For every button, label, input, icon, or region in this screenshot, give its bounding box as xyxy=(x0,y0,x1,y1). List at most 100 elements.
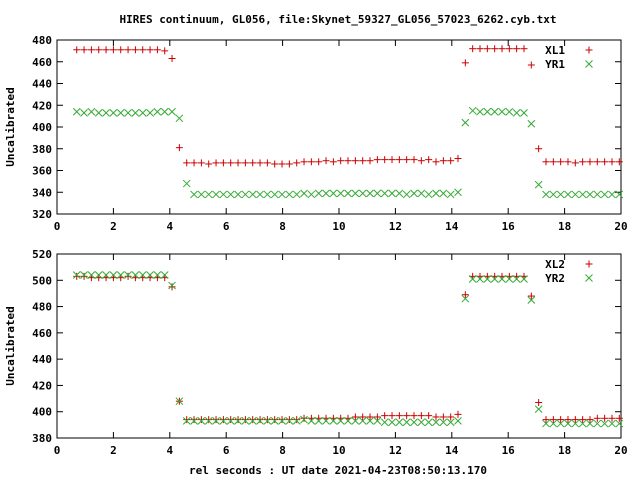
data-point xyxy=(468,106,477,115)
x-tick-label: 20 xyxy=(614,220,627,233)
data-point xyxy=(505,107,514,116)
data-point xyxy=(285,417,294,425)
marker-stroke xyxy=(439,418,448,427)
data-point xyxy=(461,118,470,127)
data-point xyxy=(161,47,169,55)
marker-stroke xyxy=(182,179,191,188)
marker-stroke xyxy=(388,189,396,198)
marker-stroke xyxy=(168,281,176,290)
data-point xyxy=(307,190,316,199)
data-point xyxy=(168,283,176,291)
y-tick-label: 480 xyxy=(32,301,52,314)
series-xl1 xyxy=(73,45,623,168)
series-yr2 xyxy=(72,271,624,428)
marker-stroke xyxy=(285,417,294,425)
data-point xyxy=(512,275,521,283)
data-point xyxy=(549,158,557,166)
data-point xyxy=(94,109,103,117)
data-point xyxy=(424,418,433,427)
data-point xyxy=(490,107,499,116)
data-point xyxy=(73,46,81,54)
marker-stroke xyxy=(292,190,301,199)
data-point xyxy=(168,54,176,62)
data-point xyxy=(248,190,257,199)
marker-stroke xyxy=(461,294,470,303)
x-tick-label: 4 xyxy=(166,444,173,457)
marker-stroke xyxy=(102,271,110,279)
data-point xyxy=(263,159,271,167)
marker-stroke xyxy=(344,189,352,198)
data-point xyxy=(278,417,286,425)
data-point xyxy=(417,157,425,165)
marker-stroke xyxy=(542,190,550,199)
data-point xyxy=(432,418,440,427)
y-axis-label: Uncalibrated xyxy=(4,306,17,385)
marker-stroke xyxy=(131,271,140,279)
marker-stroke xyxy=(476,107,484,116)
chart-title: HIRES continuum, GL056, file:Skynet_5932… xyxy=(119,13,556,26)
data-point xyxy=(513,45,521,53)
data-point xyxy=(160,271,169,279)
legend-marker xyxy=(585,274,593,282)
marker-stroke xyxy=(190,417,198,425)
data-point xyxy=(285,190,294,199)
marker-stroke xyxy=(307,417,316,425)
data-point xyxy=(571,416,579,424)
data-point xyxy=(454,410,462,418)
marker-stroke xyxy=(542,419,550,428)
marker-stroke xyxy=(300,415,308,424)
marker-stroke xyxy=(322,189,330,198)
data-point xyxy=(102,109,110,117)
data-point xyxy=(292,417,301,425)
x-tick-label: 18 xyxy=(558,220,571,233)
marker-stroke xyxy=(256,417,264,425)
data-point xyxy=(293,416,301,424)
marker-stroke xyxy=(402,190,411,199)
marker-stroke xyxy=(270,417,279,425)
data-point xyxy=(300,415,308,424)
marker-stroke xyxy=(600,190,609,199)
data-point xyxy=(146,46,154,54)
data-point xyxy=(395,418,404,427)
marker-stroke xyxy=(226,417,235,425)
data-point xyxy=(190,159,198,167)
marker-stroke xyxy=(175,114,184,123)
marker-stroke xyxy=(564,190,572,199)
data-point xyxy=(417,189,426,198)
data-point xyxy=(534,405,543,413)
marker-stroke xyxy=(417,189,426,198)
marker-stroke xyxy=(263,417,272,425)
data-point xyxy=(336,417,345,425)
marker-stroke xyxy=(483,107,492,116)
data-point xyxy=(586,158,594,166)
data-point xyxy=(212,190,220,199)
marker-stroke xyxy=(270,190,279,199)
data-point xyxy=(366,157,374,165)
data-point xyxy=(520,275,528,283)
data-point xyxy=(549,419,558,428)
legend-label: YR1 xyxy=(545,58,565,71)
marker-stroke xyxy=(520,109,528,117)
data-point xyxy=(432,158,440,166)
data-point xyxy=(227,416,235,424)
data-point xyxy=(366,189,374,198)
data-point xyxy=(527,61,535,69)
data-point xyxy=(461,59,469,67)
data-point xyxy=(271,416,279,424)
data-point xyxy=(520,45,528,53)
data-point xyxy=(138,109,147,117)
x-tick-label: 10 xyxy=(332,220,345,233)
marker-stroke xyxy=(190,190,198,199)
marker-stroke xyxy=(366,189,374,198)
marker-stroke xyxy=(322,417,330,425)
data-point xyxy=(358,417,367,425)
y-tick-label: 420 xyxy=(32,379,52,392)
data-point xyxy=(564,190,572,199)
data-point xyxy=(402,418,411,427)
data-point xyxy=(556,190,565,199)
marker-stroke xyxy=(138,109,147,117)
plot-frame xyxy=(56,253,622,439)
data-point xyxy=(586,190,594,199)
data-point xyxy=(351,413,359,421)
data-point xyxy=(190,190,198,199)
